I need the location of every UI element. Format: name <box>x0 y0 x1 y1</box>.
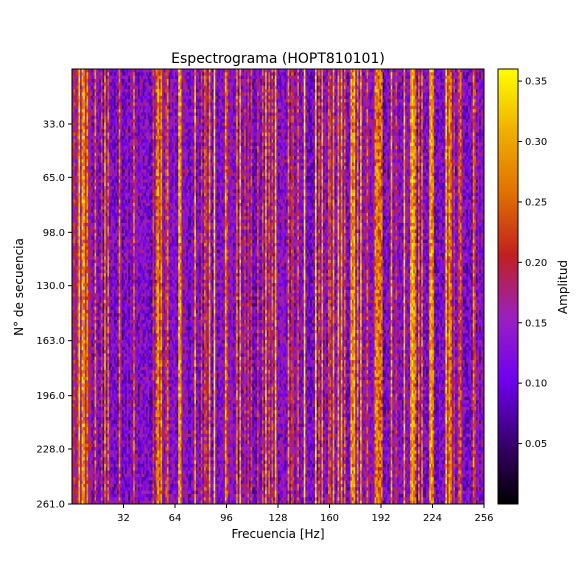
chart-title: Espectrograma (HOPT810101) <box>171 51 385 67</box>
heatmap-image <box>72 69 484 504</box>
